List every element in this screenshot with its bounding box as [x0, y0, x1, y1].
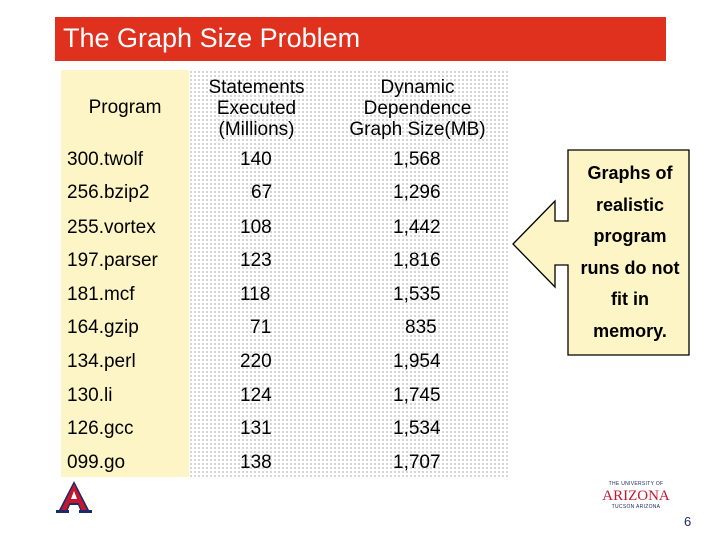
header-program: Program [88, 97, 162, 118]
statements-value: 220 [240, 351, 272, 372]
program-name: 197.parser [67, 250, 158, 271]
program-name: 126.gcc [67, 418, 134, 439]
header-graph-line: Dependence [363, 98, 472, 119]
graph-size-value: 835 [405, 317, 437, 338]
callout-line: runs do not [580, 257, 680, 278]
program-name: 181.mcf [67, 284, 135, 305]
program-name: 099.go [67, 452, 126, 473]
university-small-text: THE UNIVERSITY OF [608, 481, 664, 487]
statements-value: 131 [240, 418, 272, 439]
callout-line: Graphs of [587, 163, 673, 183]
statements-value: 124 [240, 385, 272, 406]
header-statements: Statements Executed (Millions) [190, 77, 323, 140]
callout-text: Graphs of realistic program runs do not … [568, 158, 692, 347]
graph-size-value: 1,534 [393, 418, 441, 439]
statements-value: 67 [251, 182, 273, 203]
graph-size-value: 1,568 [393, 149, 441, 170]
statements-value: 140 [240, 149, 272, 170]
program-column [61, 70, 189, 477]
program-name: 255.vortex [67, 217, 156, 238]
title-bar: The Graph Size Problem [55, 17, 666, 61]
graph-size-value: 1,296 [393, 182, 441, 203]
statements-value: 108 [240, 217, 272, 238]
university-city: TUCSON ARIZONA [611, 504, 661, 510]
statements-value: 123 [240, 250, 272, 271]
graph-size-value: 1,954 [393, 351, 441, 372]
graph-size-value: 1,816 [393, 250, 441, 271]
arizona-a-logo [56, 481, 92, 513]
header-graph-line: Dynamic [380, 77, 455, 98]
header-graph-line: Graph Size(MB) [349, 119, 486, 140]
statements-value: 71 [250, 317, 272, 338]
program-name: 130.li [67, 385, 113, 406]
header-statements-line: (Millions) [218, 119, 295, 140]
graph-size-value: 1,442 [393, 217, 441, 238]
callout-line: realistic [595, 194, 665, 215]
program-name: 134.perl [67, 351, 136, 372]
university-wordmark: THE UNIVERSITY OF ARIZONA TUCSON ARIZONA [596, 481, 676, 517]
header-statements-line: Statements [208, 77, 305, 98]
program-name: 256.bzip2 [67, 182, 150, 203]
callout-line: fit in [611, 289, 649, 309]
slide-title: The Graph Size Problem [63, 23, 361, 53]
header-statements-line: Executed [216, 98, 297, 119]
graph-size-value: 1,535 [393, 284, 441, 305]
callout-line: memory. [593, 320, 667, 341]
statements-value: 138 [240, 452, 272, 473]
program-name: 300.twolf [67, 149, 144, 170]
header-graph-size: Dynamic Dependence Graph Size(MB) [335, 77, 500, 140]
graph-size-value: 1,745 [393, 385, 441, 406]
graph-size-value: 1,707 [393, 452, 441, 473]
program-name: 164.gzip [67, 317, 139, 338]
callout-arrow-box [512, 149, 690, 356]
callout-line: program [593, 226, 667, 246]
page-number: 6 [684, 514, 692, 529]
statements-value: 118 [240, 284, 271, 305]
university-name: ARIZONA [602, 488, 670, 504]
